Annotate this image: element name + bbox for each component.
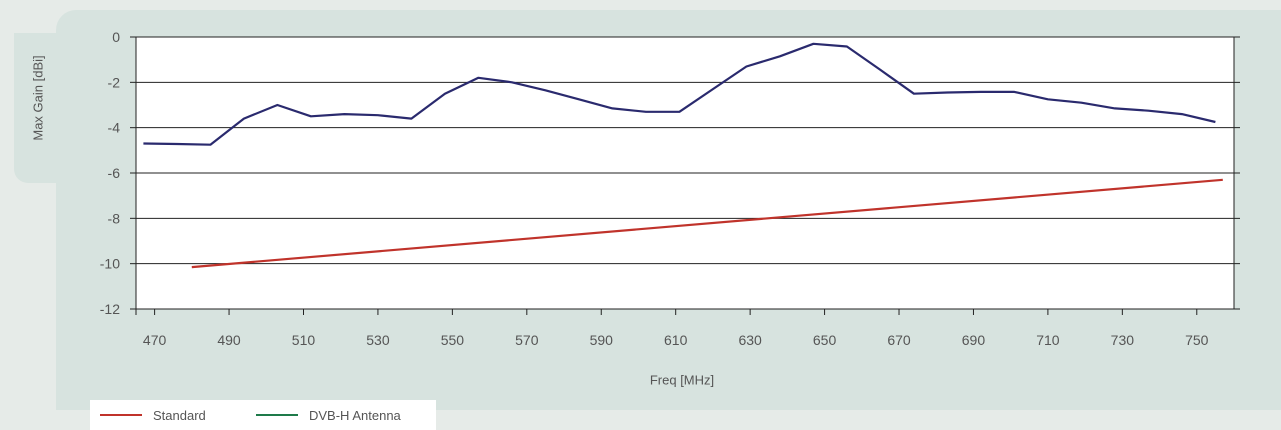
y-tick-label: -2 (108, 74, 121, 90)
x-tick-label: 750 (1185, 332, 1209, 348)
axes (130, 36, 1235, 315)
y-tick-label: -6 (108, 165, 121, 181)
x-tick-label: 670 (887, 332, 911, 348)
y-tick-labels: 0 -2 -4 -6 -8 -10 -12 (100, 29, 120, 317)
x-tick-label: 710 (1036, 332, 1060, 348)
x-tick-labels: 470 490 510 530 550 570 590 610 630 650 670 690 710 7… (143, 332, 1209, 348)
x-tick-label: 630 (738, 332, 762, 348)
ylabel-tab (14, 33, 62, 183)
x-tick-label: 550 (441, 332, 465, 348)
legend-item-standard: Standard (100, 407, 206, 423)
y-tick-label: -10 (100, 256, 120, 272)
x-tick-label: 610 (664, 332, 688, 348)
legend: Standard DVB-H Antenna (90, 400, 436, 430)
y-tick-label: -12 (100, 301, 120, 317)
x-tick-label: 730 (1111, 332, 1135, 348)
series-line-dvb-h-antenna (143, 42, 1216, 146)
legend-swatch-dvbh (256, 414, 298, 416)
legend-item-dvbh: DVB-H Antenna (256, 407, 401, 423)
legend-swatch-standard (100, 414, 142, 416)
x-tick-label: 530 (366, 332, 390, 348)
x-tick-label: 590 (590, 332, 614, 348)
legend-label-standard: Standard (153, 407, 206, 423)
x-axis-title: Freq [MHz] (649, 372, 715, 388)
x-tick-label: 650 (813, 332, 837, 348)
legend-label-dvbh: DVB-H Antenna (309, 407, 401, 423)
x-tick-label: 470 (143, 332, 167, 348)
gridlines (136, 36, 1240, 310)
series-lines (143, 42, 1223, 269)
x-tick-label: 690 (962, 332, 986, 348)
series-line-standard (191, 178, 1223, 269)
x-tick-label: 570 (515, 332, 539, 348)
y-tick-label: -8 (108, 210, 121, 226)
y-tick-label: 0 (112, 29, 120, 45)
x-tick-label: 510 (292, 332, 316, 348)
y-tick-label: -4 (108, 120, 121, 136)
x-tick-label: 490 (217, 332, 241, 348)
